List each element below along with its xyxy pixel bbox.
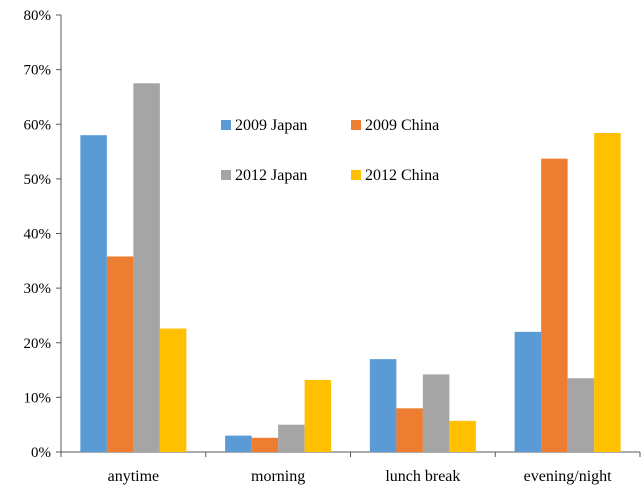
y-tick-label: 70% xyxy=(24,63,52,79)
bar-2012-japan-evening-night xyxy=(567,378,595,452)
bar-2009-china-anytime xyxy=(106,256,134,452)
bars xyxy=(80,83,621,453)
legend-swatch xyxy=(351,120,361,130)
bar-2009-japan-anytime xyxy=(80,135,107,453)
x-category-label: lunch break xyxy=(385,468,460,485)
y-tick-label: 50% xyxy=(24,172,52,188)
y-tick-label: 30% xyxy=(24,281,52,297)
bar-2009-china-evening-night xyxy=(541,158,568,452)
y-tick-label: 10% xyxy=(24,390,52,406)
legend-label: 2009 Japan xyxy=(235,117,307,134)
y-axis: 0% 10% 20% 30% 40% 50% 60% 70% 80% xyxy=(24,8,62,461)
bar-2012-china-anytime xyxy=(159,328,187,452)
y-tick-label: 40% xyxy=(24,227,52,243)
bar-2012-japan-morning xyxy=(278,424,305,452)
legend-swatch xyxy=(221,120,231,130)
legend-label: 2012 China xyxy=(365,167,439,184)
bar-2012-japan-lunch-break xyxy=(422,374,450,452)
bar-2009-japan-evening-night xyxy=(514,331,542,452)
bar-2009-china-lunch-break xyxy=(396,408,423,452)
x-axis: anytime morning lunch break evening/night xyxy=(60,451,641,485)
y-tick-label: 60% xyxy=(24,117,52,133)
bar-2009-japan-morning xyxy=(225,435,252,452)
legend-swatch xyxy=(221,170,231,180)
x-category-label: evening/night xyxy=(524,468,613,485)
legend-label: 2009 China xyxy=(365,117,439,134)
legend-swatch xyxy=(351,170,361,180)
y-tick-label: 0% xyxy=(31,445,51,461)
x-category-label: anytime xyxy=(108,468,160,485)
bar-2009-china-morning xyxy=(251,437,279,452)
bar-2012-china-morning xyxy=(304,379,332,452)
bar-2012-japan-anytime xyxy=(133,83,160,452)
y-tick-label: 80% xyxy=(24,8,52,24)
bar-2012-china-lunch-break xyxy=(449,420,476,452)
legend: 2009 Japan 2009 China 2012 Japan 2012 China xyxy=(221,117,439,184)
legend-label: 2012 Japan xyxy=(235,167,307,184)
bar-2009-japan-lunch-break xyxy=(369,359,397,452)
y-tick-label: 20% xyxy=(24,336,52,352)
bar-2012-china-evening-night xyxy=(594,132,621,453)
x-category-label: morning xyxy=(251,468,305,485)
